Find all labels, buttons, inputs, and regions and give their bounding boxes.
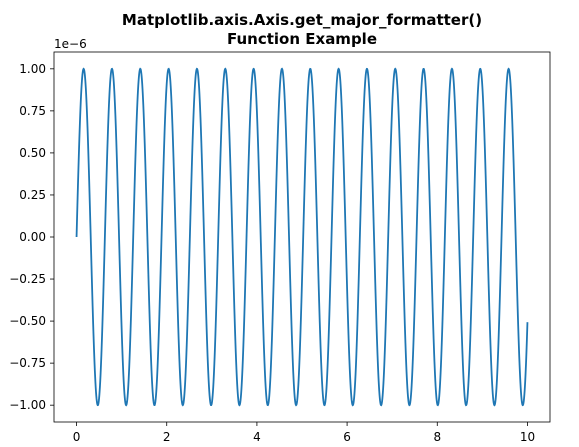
chart-title-line-2: Function Example — [227, 30, 377, 48]
x-tick-label: 10 — [520, 430, 535, 444]
x-tick-label: 4 — [253, 430, 261, 444]
x-axis: 0 2 4 6 8 10 — [73, 422, 535, 444]
y-axis: −1.00 −0.75 −0.50 −0.25 0.00 0.25 0.50 0.75 1.00 — [9, 62, 54, 412]
y-tick-label: −0.75 — [9, 356, 46, 370]
x-tick-label: 0 — [73, 430, 81, 444]
chart-title-line-1: Matplotlib.axis.Axis.get_major_formatter… — [122, 11, 482, 29]
y-tick-label: 0.00 — [19, 230, 46, 244]
y-tick-label: −0.50 — [9, 314, 46, 328]
y-tick-label: −1.00 — [9, 398, 46, 412]
x-tick-label: 6 — [343, 430, 351, 444]
series-line — [75, 67, 529, 407]
x-tick-label: 8 — [433, 430, 441, 444]
y-axis-offset-label: 1e−6 — [54, 37, 87, 51]
y-tick-label: −0.25 — [9, 272, 46, 286]
y-tick-label: 0.50 — [19, 146, 46, 160]
x-tick-label: 2 — [163, 430, 171, 444]
y-tick-label: 1.00 — [19, 62, 46, 76]
y-tick-label: 0.25 — [19, 188, 46, 202]
y-tick-label: 0.75 — [19, 104, 46, 118]
